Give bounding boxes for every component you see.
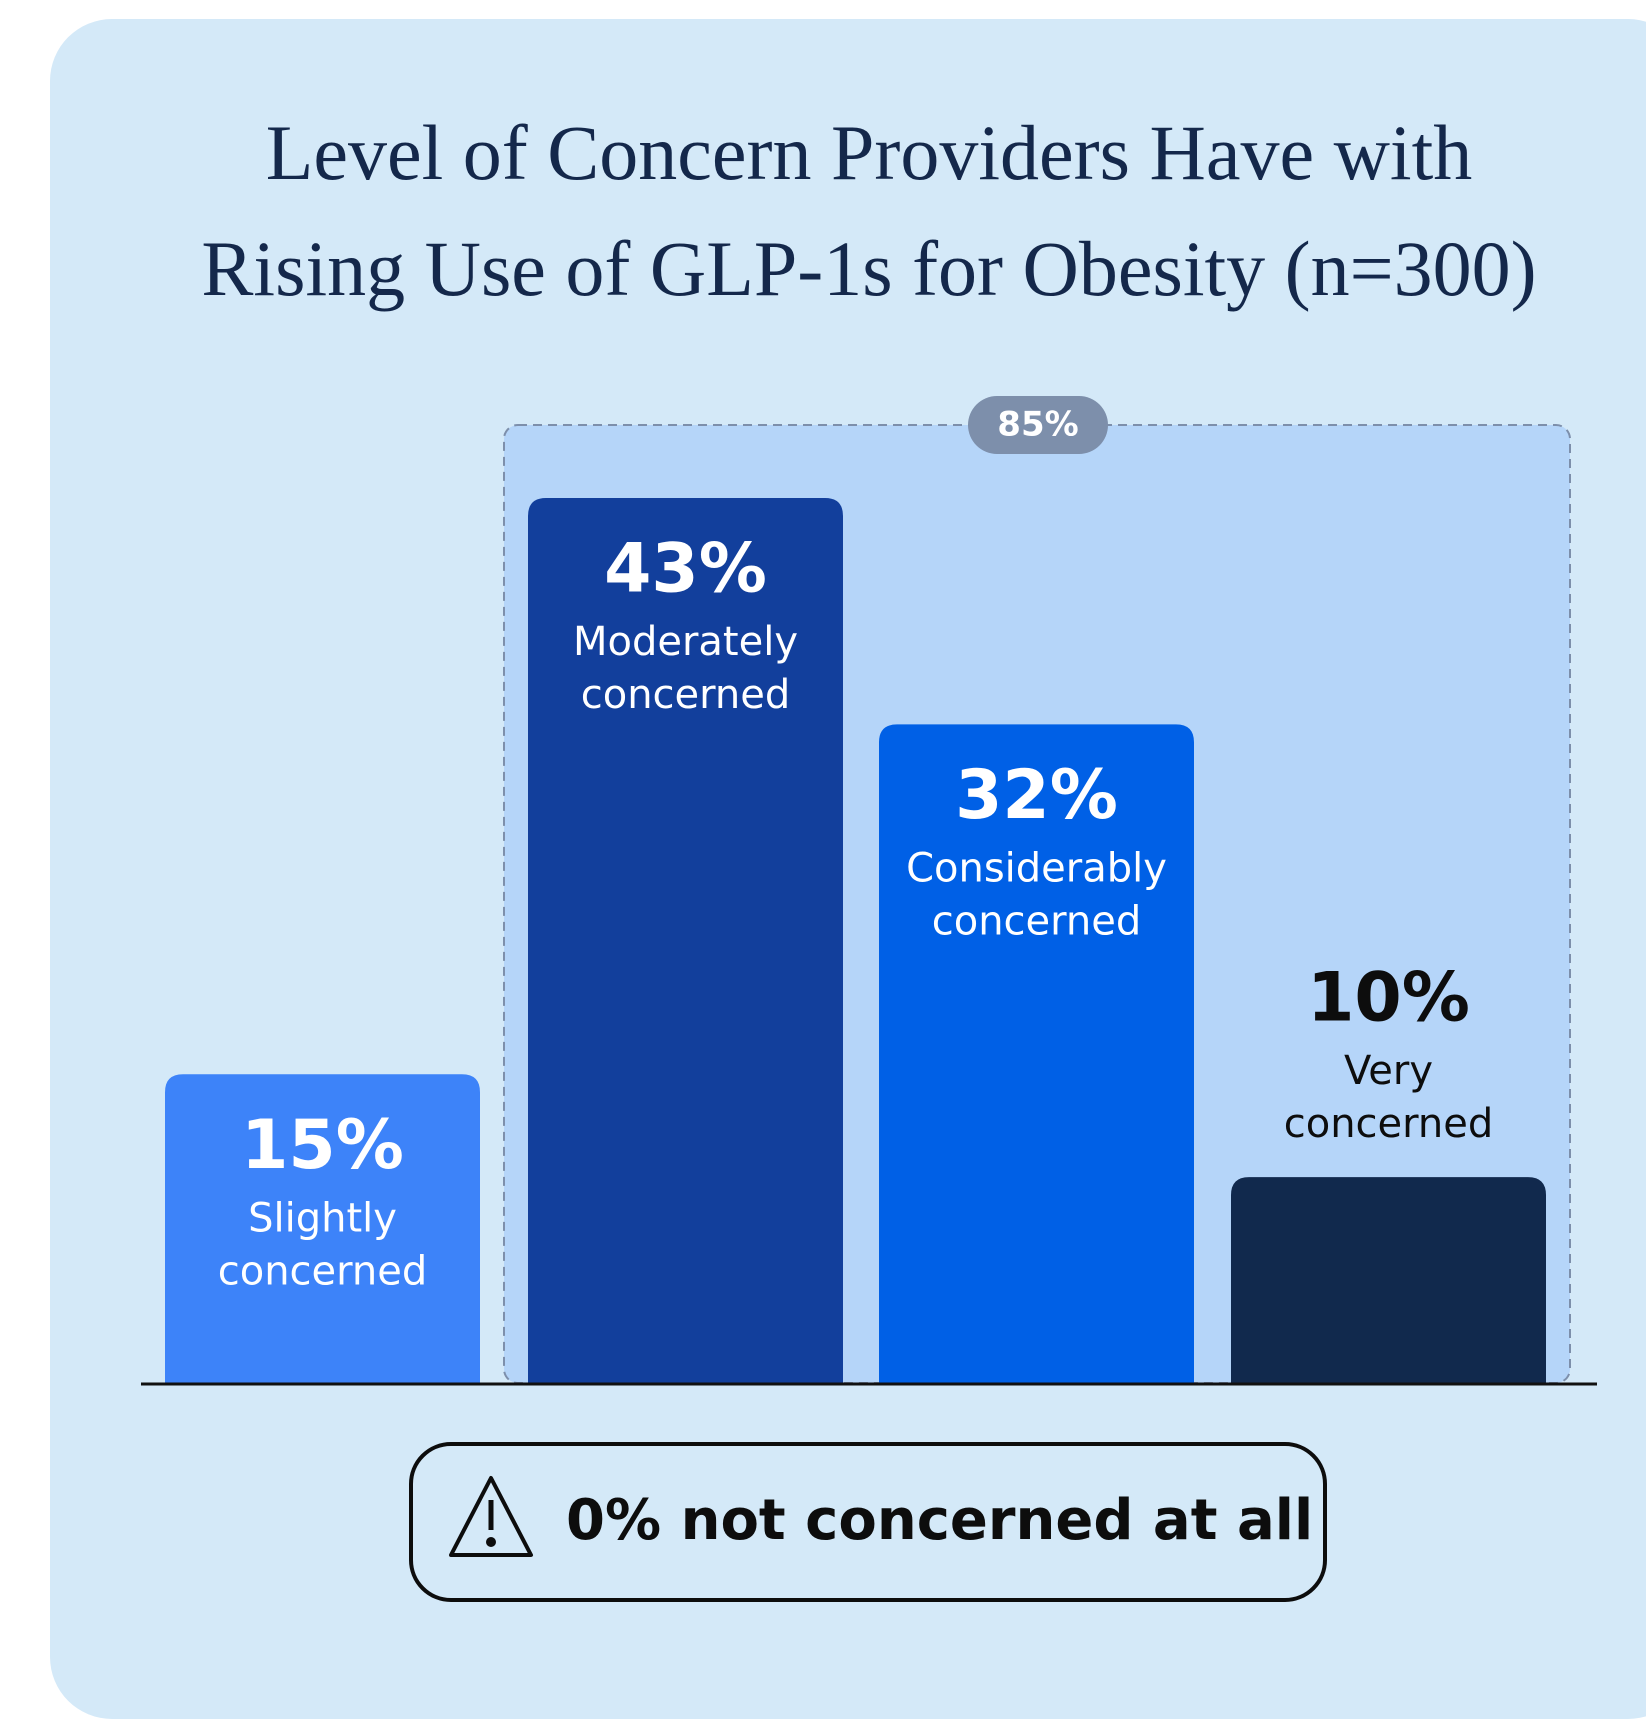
value-label: 43% bbox=[604, 530, 767, 609]
note-box bbox=[409, 1442, 1327, 1602]
category-label: Moderately concerned bbox=[573, 619, 798, 718]
bar bbox=[1231, 1177, 1546, 1383]
category-label: Very concerned bbox=[1284, 1048, 1494, 1147]
warning-icon bbox=[449, 1476, 533, 1557]
chart-title: Level of Concern Providers Have with Ris… bbox=[201, 109, 1537, 312]
bar bbox=[165, 1074, 480, 1383]
value-label: 15% bbox=[241, 1106, 404, 1185]
bracket-pill bbox=[968, 396, 1108, 454]
note: 0% not concerned at all bbox=[566, 1488, 1313, 1553]
category-label: Considerably concerned bbox=[906, 845, 1167, 944]
category-label: Slightly concerned bbox=[218, 1195, 428, 1294]
bar bbox=[879, 724, 1194, 1383]
value-label: 32% bbox=[955, 756, 1118, 835]
value-label: 10% bbox=[1307, 959, 1470, 1038]
bar bbox=[528, 498, 843, 1383]
bracket-label: 85% bbox=[997, 405, 1078, 445]
chart: 85% 15% Slightly concerned 43% Moderately con… bbox=[141, 396, 1597, 1602]
page: Level of Concern Providers Have with Ris… bbox=[50, 19, 1646, 1719]
